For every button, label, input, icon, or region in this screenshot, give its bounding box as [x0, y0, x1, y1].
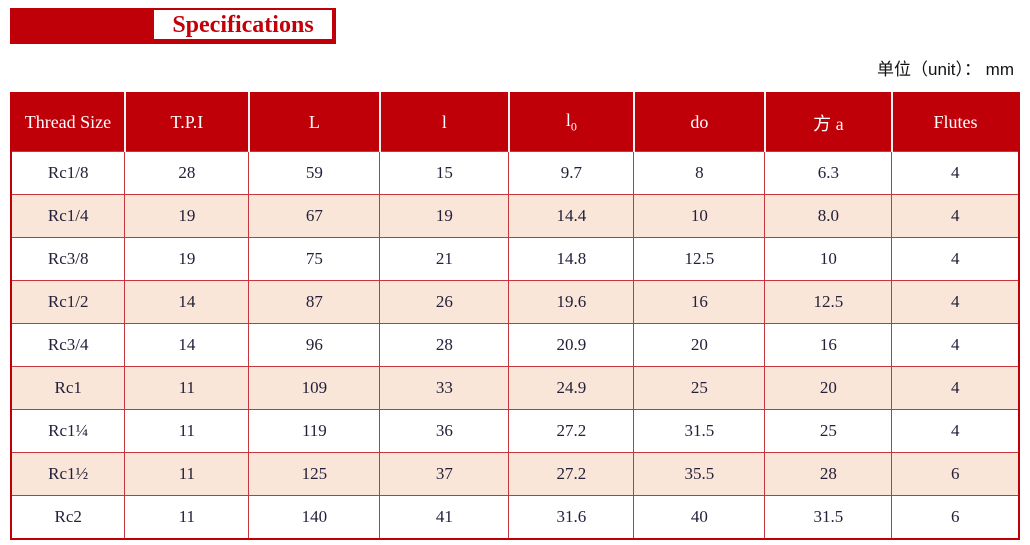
table-cell: 37: [379, 452, 510, 496]
table-cell: 10: [764, 237, 893, 281]
table-cell: 4: [891, 237, 1020, 281]
table-cell: 35.5: [633, 452, 766, 496]
table-cell: Rc1½: [10, 452, 126, 496]
table-cell: 96: [248, 323, 381, 367]
section-title-box: Specifications: [152, 8, 334, 41]
table-cell: 20.9: [508, 323, 635, 367]
table-cell: Rc2: [10, 495, 126, 540]
table-cell: 20: [633, 323, 766, 367]
table-cell: 26: [379, 280, 510, 324]
table-cell: 11: [124, 366, 250, 410]
table-cell: 12.5: [633, 237, 766, 281]
table-cell: 140: [248, 495, 381, 540]
table-row: Rc1½ 11 125 37 27.2 35.5 28 6: [10, 452, 1020, 496]
table-cell: 11: [124, 452, 250, 496]
column-header-tpi: T.P.I: [123, 93, 249, 152]
column-header-l0: l0: [507, 93, 634, 152]
table-cell: Rc1/4: [10, 194, 126, 238]
table-cell: 27.2: [508, 452, 635, 496]
table-cell: 19: [379, 194, 510, 238]
table-cell: 14.4: [508, 194, 635, 238]
table-cell: 31.5: [633, 409, 766, 453]
table-cell: 24.9: [508, 366, 635, 410]
column-header-L: L: [247, 93, 380, 152]
table-cell: 10: [633, 194, 766, 238]
column-header-l: l: [378, 93, 509, 152]
table-row: Rc2 11 140 41 31.6 40 31.5 6: [10, 495, 1020, 540]
table-row: Rc1 11 109 33 24.9 25 20 4: [10, 366, 1020, 410]
table-cell: Rc1/8: [10, 151, 126, 195]
table-cell: 19: [124, 237, 250, 281]
table-cell: 59: [248, 151, 381, 195]
table-cell: 28: [379, 323, 510, 367]
table-cell: 25: [633, 366, 766, 410]
table-cell: 28: [764, 452, 893, 496]
column-header-thread-size: Thread Size: [11, 93, 125, 152]
table-cell: 4: [891, 194, 1020, 238]
table-cell: 33: [379, 366, 510, 410]
table-row: Rc1/8 28 59 15 9.7 8 6.3 4: [10, 151, 1020, 195]
column-header-flutes: Flutes: [890, 93, 1019, 152]
table-cell: 28: [124, 151, 250, 195]
table-cell: 6: [891, 495, 1020, 540]
table-cell: 67: [248, 194, 381, 238]
table-cell: 14: [124, 323, 250, 367]
table-cell: 15: [379, 151, 510, 195]
section-title: Specifications: [172, 11, 314, 38]
table-cell: 4: [891, 366, 1020, 410]
table-cell: 11: [124, 495, 250, 540]
column-header-do: do: [632, 93, 765, 152]
table-cell: 27.2: [508, 409, 635, 453]
table-row: Rc1/2 14 87 26 19.6 16 12.5 4: [10, 280, 1020, 324]
table-cell: 109: [248, 366, 381, 410]
table-cell: 14.8: [508, 237, 635, 281]
table-row: Rc3/8 19 75 21 14.8 12.5 10 4: [10, 237, 1020, 281]
table-cell: 87: [248, 280, 381, 324]
table-cell: 12.5: [764, 280, 893, 324]
table-cell: Rc1¼: [10, 409, 126, 453]
table-cell: 11: [124, 409, 250, 453]
table-cell: 31.6: [508, 495, 635, 540]
table-cell: 14: [124, 280, 250, 324]
table-cell: 40: [633, 495, 766, 540]
table-cell: 31.5: [764, 495, 893, 540]
table-cell: Rc1: [10, 366, 126, 410]
table-cell: 16: [633, 280, 766, 324]
unit-note: 单位（unit）： mm: [877, 60, 1014, 79]
table-row: Rc1/4 19 67 19 14.4 10 8.0 4: [10, 194, 1020, 238]
table-cell: 8: [633, 151, 766, 195]
table-row: Rc3/4 14 96 28 20.9 20 16 4: [10, 323, 1020, 367]
table-cell: 119: [248, 409, 381, 453]
table-cell: 19.6: [508, 280, 635, 324]
table-cell: 25: [764, 409, 893, 453]
table-cell: Rc1/2: [10, 280, 126, 324]
table-cell: Rc3/4: [10, 323, 126, 367]
table-cell: 125: [248, 452, 381, 496]
table-cell: 6.3: [764, 151, 893, 195]
table-cell: 36: [379, 409, 510, 453]
table-row: Rc1¼ 11 119 36 27.2 31.5 25 4: [10, 409, 1020, 453]
table-cell: 9.7: [508, 151, 635, 195]
table-body: Rc1/8 28 59 15 9.7 8 6.3 4 Rc1/4 19 67 19 14.4 10 8.0 4…: [10, 151, 1020, 540]
table-cell: 8.0: [764, 194, 893, 238]
section-banner: Specifications: [10, 8, 336, 44]
table-cell: 4: [891, 409, 1020, 453]
table-cell: 6: [891, 452, 1020, 496]
table-cell: 21: [379, 237, 510, 281]
table-cell: 19: [124, 194, 250, 238]
table-cell: 4: [891, 323, 1020, 367]
table-cell: 4: [891, 280, 1020, 324]
column-header-fang-a: 方 a: [763, 93, 892, 152]
table-cell: 16: [764, 323, 893, 367]
table-cell: 75: [248, 237, 381, 281]
table-cell: 41: [379, 495, 510, 540]
table-cell: Rc3/8: [10, 237, 126, 281]
table-cell: 20: [764, 366, 893, 410]
table-cell: 4: [891, 151, 1020, 195]
